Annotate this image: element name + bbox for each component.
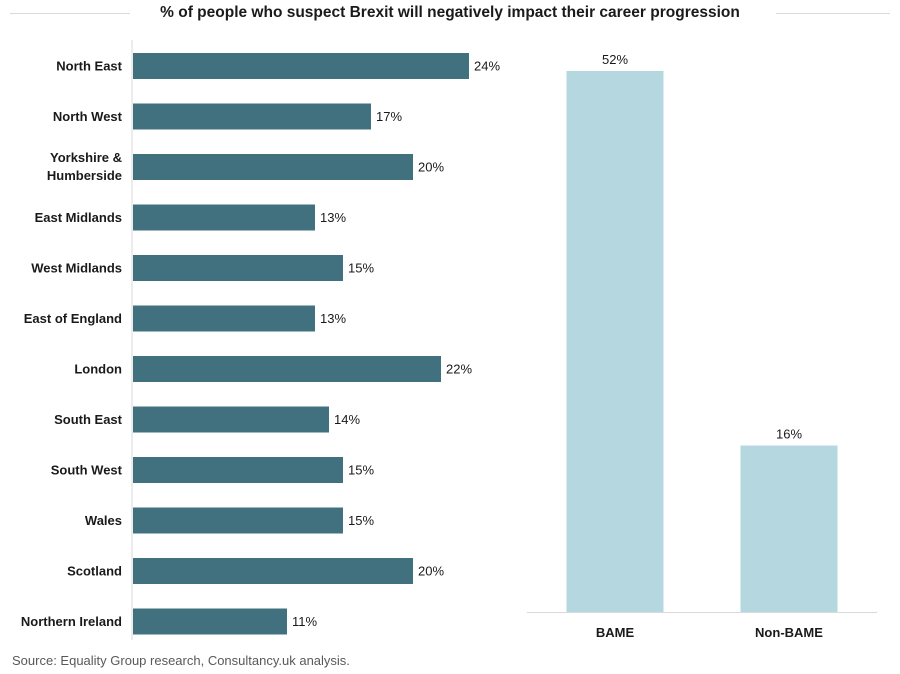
region-value-label-east-of-england: 13% [320, 311, 346, 326]
region-value-label-northern-ireland: 11% [292, 614, 317, 629]
source-note: Source: Equality Group research, Consult… [12, 653, 350, 668]
region-value-label-yorkshire-and-humberside: 20% [418, 160, 444, 175]
region-bar-south-east [133, 406, 329, 433]
region-category-label-scotland: Scotland [67, 564, 122, 579]
region-category-label-north-west: North West [53, 109, 123, 124]
region-category-label-wales: Wales [85, 513, 122, 528]
region-value-label-north-west: 17% [376, 109, 402, 124]
region-bar-east-of-england [133, 305, 315, 332]
region-category-label-east-of-england: East of England [24, 311, 122, 326]
region-category-label-yorkshire-and-humberside: Yorkshire & Humberside [47, 150, 122, 183]
ethnicity-category-label-bame: BAME [596, 625, 635, 640]
ethnicity-bar-chart: 52% BAME 16% Non-BAME [527, 52, 877, 640]
region-bar-chart: 24% North East 17% North West 20% Yorkshire &… [21, 40, 500, 640]
title-rule-left [10, 13, 130, 14]
region-bar-yorkshire-and-humberside [133, 154, 413, 180]
title-rule-right [776, 13, 890, 14]
region-bar-scotland [133, 558, 413, 584]
chart-title: % of people who suspect Brexit will nega… [160, 4, 740, 21]
region-value-label-north-east: 24% [474, 59, 500, 74]
ethnicity-value-label-bame: 52% [602, 52, 628, 67]
region-bar-west-midlands [133, 255, 343, 281]
region-value-label-south-west: 15% [348, 463, 374, 478]
ethnicity-bar-bame [566, 71, 664, 612]
region-bar-east-midlands [133, 204, 315, 231]
ethnicity-category-label-non-bame: Non-BAME [755, 625, 823, 640]
ethnicity-value-label-non-bame: 16% [776, 427, 802, 442]
region-bar-south-west [133, 457, 343, 483]
region-bar-north-west [133, 103, 371, 130]
region-value-label-wales: 15% [348, 513, 374, 528]
region-category-label-north-east: North East [56, 59, 122, 74]
region-category-label-east-midlands: East Midlands [35, 210, 122, 225]
region-category-label-west-midlands: West Midlands [31, 261, 122, 276]
region-category-label-london: London [74, 362, 122, 377]
region-value-label-west-midlands: 15% [348, 261, 374, 276]
region-value-label-scotland: 20% [418, 564, 444, 579]
region-bar-northern-ireland [133, 608, 287, 635]
region-value-label-london: 22% [446, 362, 472, 377]
ethnicity-bar-non-bame [740, 445, 838, 612]
region-bar-london [133, 356, 441, 382]
region-value-label-east-midlands: 13% [320, 210, 346, 225]
region-bar-wales [133, 507, 343, 534]
region-category-label-northern-ireland: Northern Ireland [21, 614, 122, 629]
region-bar-north-east [133, 53, 469, 79]
region-category-label-south-east: South East [54, 412, 123, 427]
region-value-label-south-east: 14% [334, 412, 360, 427]
region-category-label-south-west: South West [51, 463, 123, 478]
